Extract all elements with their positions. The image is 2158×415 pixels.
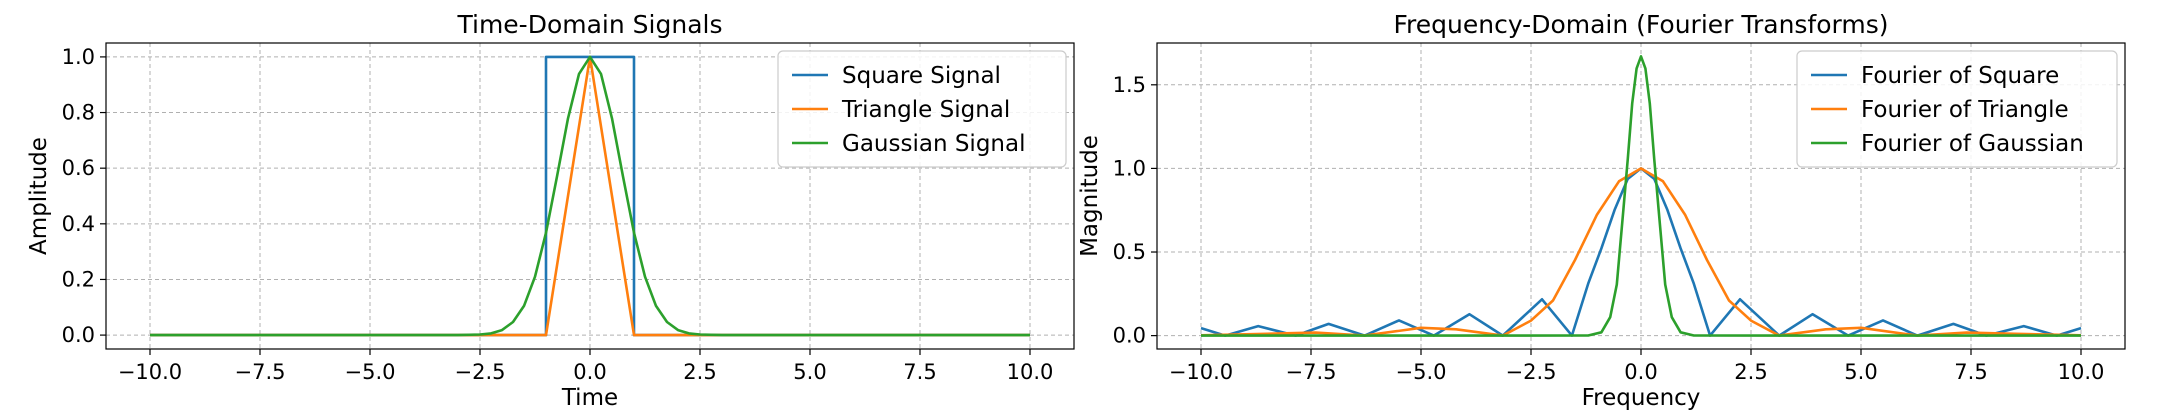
legend-entry: Fourier of Triangle xyxy=(1861,97,2069,123)
y-tick-label: 1.0 xyxy=(62,45,95,69)
x-tick-label: 10.0 xyxy=(1007,360,1054,384)
legend-box xyxy=(1796,50,2118,168)
chart-panel-2: −10.0 −7.5 −5.0 −2.5 0.0 2.5 5.0 7.5 10.0 0.0 0.5 1… xyxy=(1077,10,2126,411)
legend-box xyxy=(777,50,1067,168)
x-tick-label: −7.5 xyxy=(1286,360,1337,384)
chart-title: Time-Domain Signals xyxy=(457,10,723,39)
x-tick-label: −5.0 xyxy=(345,360,396,384)
legend-entry: Fourier of Square xyxy=(1861,63,2059,89)
series-line-2 xyxy=(1200,167,2082,337)
x-tick-label: 7.5 xyxy=(903,360,936,384)
legend-entry: Triangle Signal xyxy=(841,97,1010,123)
y-tick-label: 0.8 xyxy=(62,101,95,125)
x-tick-label: −2.5 xyxy=(1506,360,1557,384)
y-tick-label: 0.6 xyxy=(62,156,95,180)
x-tick-label: 5.0 xyxy=(1844,360,1877,384)
chart-panel-1: −10.0 −7.5 −5.0 −2.5 0.0 2.5 5.0 7.5 10.0 0.0 0.2 0… xyxy=(26,10,1075,411)
series-line-3 xyxy=(1200,55,2082,337)
x-tick-label: 10.0 xyxy=(2058,360,2105,384)
x-tick-label: 2.5 xyxy=(1734,360,1767,384)
y-tick-label: 0.0 xyxy=(1113,324,1146,348)
legend: Fourier of Square Fourier of Triangle Four… xyxy=(1796,50,2118,168)
legend-entry: Gaussian Signal xyxy=(842,131,1025,157)
x-tick-label: 0.0 xyxy=(1624,360,1657,384)
x-axis-label: Time xyxy=(561,385,618,411)
x-tick-label: −5.0 xyxy=(1396,360,1447,384)
legend: Square Signal Triangle Signal Gaussian Sig… xyxy=(777,50,1067,168)
legend-entry: Square Signal xyxy=(842,63,1001,89)
x-tick-label: 0.0 xyxy=(573,360,606,384)
x-tick-label: 5.0 xyxy=(793,360,826,384)
series-line-3 xyxy=(150,55,1030,337)
chart-title: Frequency-Domain (Fourier Transforms) xyxy=(1393,10,1888,39)
x-tick-label: −10.0 xyxy=(118,360,182,384)
x-tick-label: −7.5 xyxy=(235,360,286,384)
y-axis-label: Amplitude xyxy=(26,137,52,255)
x-tick-label: −2.5 xyxy=(455,360,506,384)
y-tick-label: 0.0 xyxy=(62,323,95,347)
y-axis-label: Magnitude xyxy=(1077,135,1103,257)
y-tick-label: 0.5 xyxy=(1113,240,1146,264)
x-axis-label: Frequency xyxy=(1582,385,1701,411)
legend-entry: Fourier of Gaussian xyxy=(1861,131,2084,157)
y-tick-label: 0.2 xyxy=(62,267,95,291)
x-tick-label: 7.5 xyxy=(1954,360,1987,384)
y-tick-label: 0.4 xyxy=(62,212,95,236)
x-tick-label: 2.5 xyxy=(683,360,716,384)
x-tick-label: −10.0 xyxy=(1169,360,1233,384)
y-tick-label: 1.0 xyxy=(1113,156,1146,180)
y-tick-label: 1.5 xyxy=(1113,73,1146,97)
